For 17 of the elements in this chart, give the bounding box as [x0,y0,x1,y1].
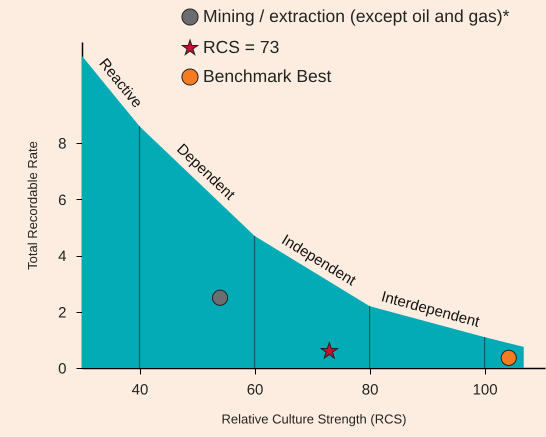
y-tick-label: 2 [58,304,66,322]
x-tick-label: 100 [472,382,498,398]
x-tick-label: 40 [132,382,148,398]
y-tick-label: 6 [58,192,66,209]
legend-label: Benchmark Best [203,66,332,86]
x-axis-title: Relative Culture Strength (RCS) [222,412,406,426]
legend-label: Mining / extraction (except oil and gas)* [203,6,510,26]
point [320,342,338,359]
x-tick-label: 60 [246,382,264,398]
x-tick-label: 80 [362,382,378,398]
y-tick-label: 4 [58,248,66,266]
y-axis-title: Total Recordable Rate [25,141,40,270]
point [500,350,517,366]
y-tick-label: 0 [58,360,66,378]
legend-label: RCS = 73 [203,37,280,57]
point [212,290,228,306]
y-tick-label: 8 [58,136,66,153]
